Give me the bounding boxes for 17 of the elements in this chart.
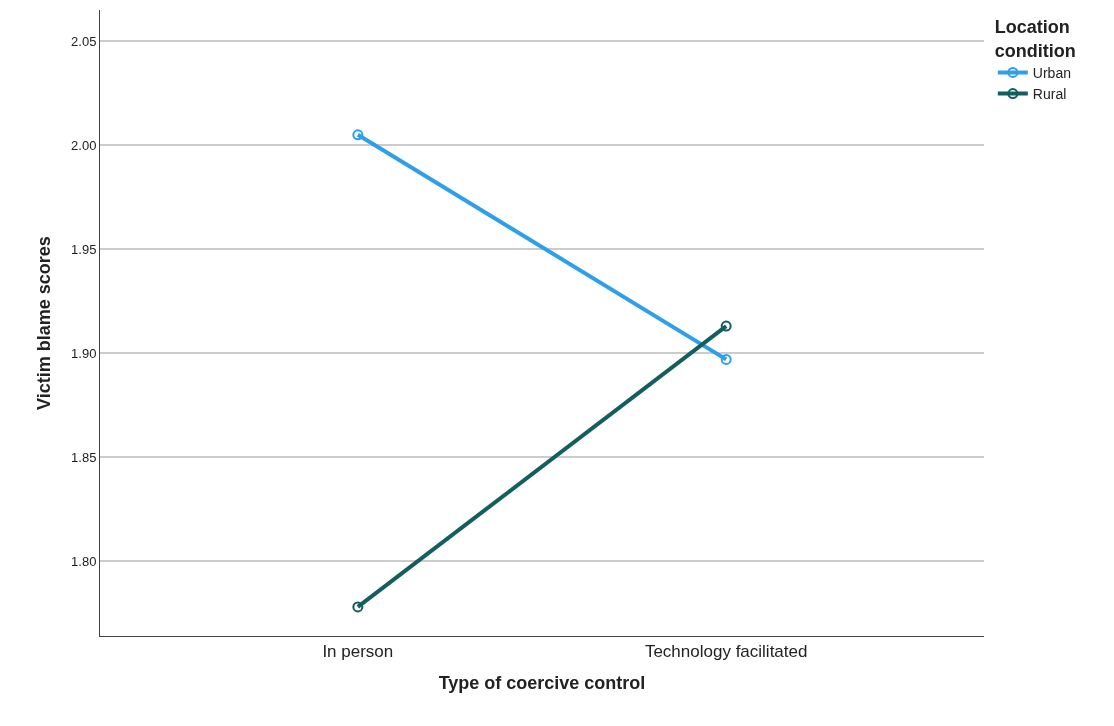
y-tick-label: 2.00 bbox=[71, 137, 97, 153]
legend-label: Urban bbox=[1032, 64, 1071, 81]
x-tick-label: Technology facilitated bbox=[644, 642, 808, 662]
point bbox=[720, 353, 732, 365]
y-tick-label: 2.05 bbox=[71, 33, 97, 49]
y-tick-label: 1.80 bbox=[71, 553, 97, 569]
x-axis-title: Type of coercive control bbox=[438, 672, 646, 693]
y-axis-title: Victim blame scores bbox=[34, 236, 55, 410]
point bbox=[352, 129, 364, 141]
y-tick-label: 1.85 bbox=[71, 449, 97, 465]
point bbox=[720, 320, 732, 332]
point bbox=[352, 601, 364, 613]
y-tick-label: 1.90 bbox=[71, 345, 97, 361]
x-tick-label: In person bbox=[322, 642, 394, 662]
legend-label: Rural bbox=[1032, 86, 1067, 103]
legend-title: Location condition bbox=[994, 17, 1076, 61]
y-tick-label: 1.95 bbox=[71, 241, 97, 257]
